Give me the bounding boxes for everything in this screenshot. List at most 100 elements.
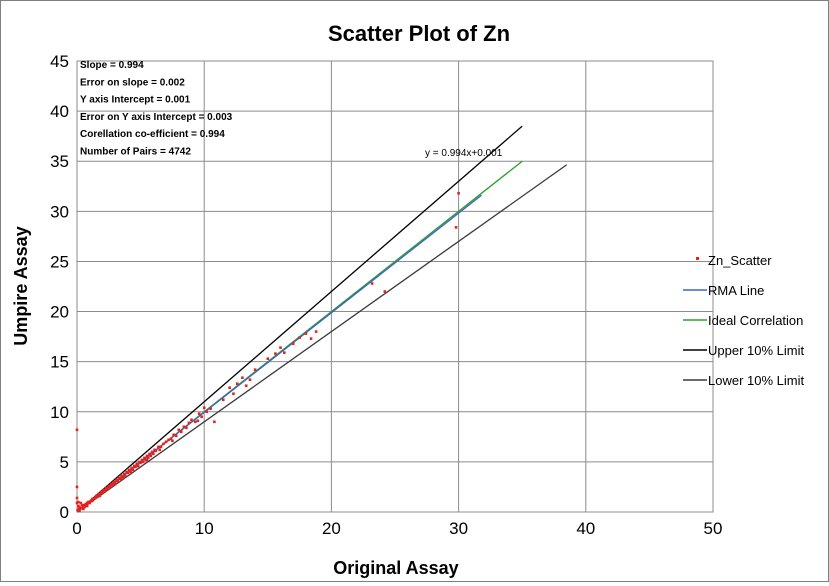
y-tick-label: 30 (50, 202, 69, 221)
scatter-point (221, 398, 225, 402)
scatter-point (171, 439, 174, 443)
scatter-point (228, 386, 231, 390)
plot-area (75, 125, 568, 513)
scatter-point (174, 434, 178, 438)
y-tick-label: 35 (50, 152, 69, 171)
scatter-point (197, 412, 201, 416)
plot-border (76, 60, 714, 513)
x-tick-label: 40 (576, 519, 595, 538)
scatter-point (101, 491, 104, 495)
legend-label: Lower 10% Limit (708, 373, 804, 388)
scatter-point (157, 445, 160, 449)
scatter-point (143, 456, 146, 460)
stats-line: Error on slope = 0.002 (80, 77, 185, 88)
scatter-point (158, 448, 161, 452)
scatter-point (187, 421, 191, 425)
stats-line: Number of Pairs = 4742 (80, 147, 191, 158)
scatter-point (116, 479, 120, 483)
scatter-point (383, 290, 387, 293)
scatter-point (76, 500, 80, 504)
x-tick-label: 10 (195, 519, 214, 538)
x-tick-label: 0 (72, 519, 81, 538)
legend-label: Ideal Correlation (708, 313, 803, 328)
stats-box: Slope = 0.994 Error on slope = 0.002 Y axi… (80, 60, 233, 158)
legend-label: Upper 10% Limit (708, 343, 804, 358)
scatter-point (85, 504, 89, 508)
scatter-point (244, 384, 248, 388)
scatter-point (235, 382, 239, 386)
y-tick-label: 10 (50, 403, 69, 422)
y-tick-label: 5 (60, 453, 69, 472)
scatter-point (83, 505, 86, 509)
upper-10-limit-line (76, 125, 523, 513)
scatter-point (103, 489, 107, 493)
scatter-point (209, 407, 212, 411)
scatter-point (139, 461, 142, 465)
scatter-point (182, 425, 186, 429)
scatter-point (130, 466, 133, 470)
equation-label: y = 0.994x+0.001 (425, 148, 503, 159)
x-tick-label: 20 (322, 519, 341, 538)
scatter-point (75, 496, 79, 500)
scatter-point (122, 472, 126, 476)
scatter-point (172, 433, 175, 437)
scatter-point (253, 368, 257, 371)
x-axis-ticks: 0 10 20 30 40 50 (72, 519, 722, 538)
scatter-point (213, 420, 216, 424)
scatter-point (274, 352, 277, 355)
scatter-point (90, 499, 94, 503)
scatter-point (124, 474, 127, 478)
scatter-point (200, 415, 203, 419)
scatter-point (309, 337, 313, 340)
scatter-point (145, 454, 149, 458)
y-tick-label: 20 (50, 303, 69, 322)
scatter-point (136, 464, 140, 468)
x-tick-label: 30 (449, 519, 468, 538)
scatter-point (164, 440, 168, 444)
legend-marker-points (696, 257, 699, 260)
scatter-point (88, 501, 92, 505)
y-tick-label: 40 (50, 102, 69, 121)
scatter-point (111, 483, 114, 487)
scatter-point (180, 430, 183, 434)
y-tick-label: 45 (50, 52, 69, 71)
scatter-point (146, 456, 150, 460)
legend: Zn_Scatter RMA Line Ideal Correlation Upper… (683, 253, 804, 388)
scatter-point (457, 191, 460, 195)
scatter-point (241, 376, 244, 380)
x-axis-label: Original Assay (333, 558, 458, 578)
scatter-point (145, 458, 149, 462)
scatter-point (93, 496, 97, 500)
scatter-point (152, 452, 155, 456)
scatter-point (120, 477, 123, 481)
x-tick-label: 50 (704, 519, 723, 538)
scatter-point (79, 501, 83, 505)
chart-title: Scatter Plot of Zn (328, 21, 510, 46)
scatter-point (454, 226, 458, 229)
scatter-point (279, 346, 282, 349)
scatter-point (291, 342, 295, 345)
scatter-point (113, 482, 117, 486)
scatter-point (107, 486, 111, 490)
scatter-point (169, 437, 173, 441)
legend-label: Zn_Scatter (708, 253, 772, 268)
scatter-point (140, 458, 144, 462)
stats-line: Error on Y axis Intercept = 0.003 (80, 112, 233, 123)
scatter-point (205, 410, 209, 414)
scatter-point (370, 282, 374, 285)
scatter-point (314, 330, 318, 333)
scatter-point (148, 452, 151, 456)
lower-10-limit-line (76, 164, 568, 513)
scatter-point (141, 460, 145, 464)
scatter-point (96, 495, 99, 499)
y-tick-label: 0 (60, 503, 69, 522)
scatter-point (232, 392, 235, 396)
scatter-point (185, 426, 188, 430)
scatter-point (79, 506, 83, 510)
scatter-point (98, 494, 102, 498)
scatter-point (304, 332, 308, 335)
scatter-point (202, 406, 206, 410)
y-axis-label: Umpire Assay (11, 226, 31, 345)
y-tick-label: 25 (50, 252, 69, 271)
